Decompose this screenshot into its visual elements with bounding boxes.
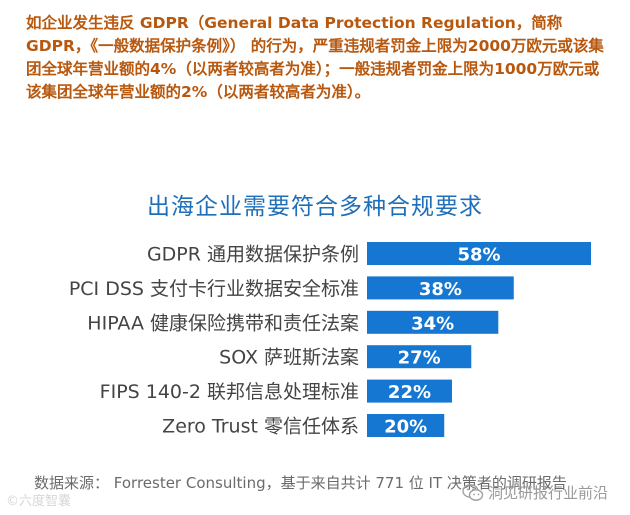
wechat-icon xyxy=(462,483,484,501)
category-label: FIPS 140-2 联邦信息处理标准 xyxy=(100,381,359,403)
bar-value-label: 38% xyxy=(419,279,462,300)
bar-value-label: 27% xyxy=(398,348,441,369)
bar-value-label: 34% xyxy=(411,313,454,334)
watermark-left: ©六度智囊 xyxy=(6,494,72,509)
watermark-right-text: 洞见研报行业前沿 xyxy=(488,484,609,502)
category-label: PCI DSS 支付卡行业数据安全标准 xyxy=(69,278,359,300)
chart-title: 出海企业需要符合多种合规要求 xyxy=(147,194,483,220)
intro-paragraph: 如企业发生违反 GDPR（General Data Protection Reg… xyxy=(26,14,604,101)
watermark-right: 洞见研报行业前沿 xyxy=(462,482,608,503)
bar-value-label: 20% xyxy=(384,417,427,438)
source-note: 数据来源： Forrester Consulting，基于来自共计 771 位 … xyxy=(34,474,567,492)
bar xyxy=(367,310,499,334)
category-label: HIPAA 健康保险携带和责任法案 xyxy=(87,312,359,334)
category-label: GDPR 通用数据保护条例 xyxy=(147,244,359,266)
bar xyxy=(367,276,514,300)
bar-value-label: 22% xyxy=(388,382,431,403)
category-label: Zero Trust 零信任体系 xyxy=(162,416,359,438)
bar xyxy=(367,242,591,265)
bar xyxy=(367,379,452,403)
bar-value-label: 58% xyxy=(457,245,500,266)
bar xyxy=(367,414,445,437)
bar xyxy=(367,345,472,369)
category-label: SOX 萨班斯法案 xyxy=(219,347,359,369)
